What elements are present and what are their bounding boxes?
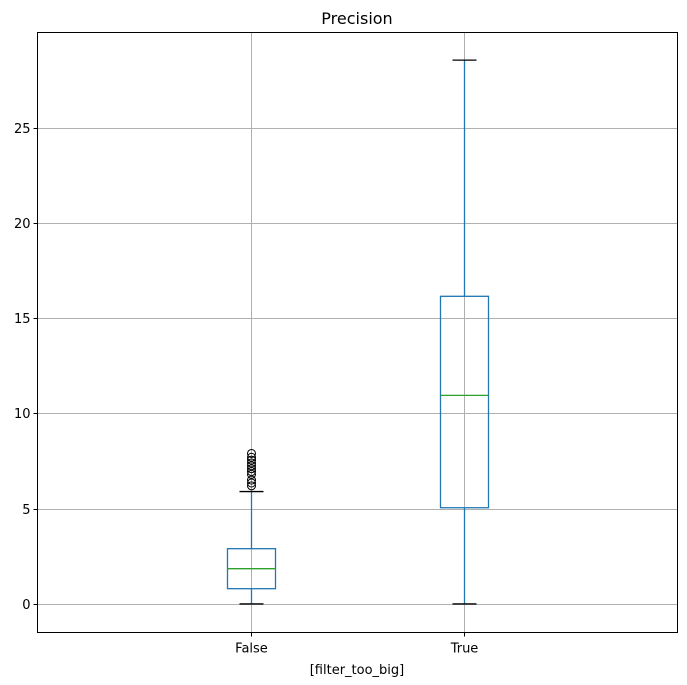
- outlier-point: [247, 469, 256, 479]
- grid-layer: [37, 32, 678, 633]
- y-tick-label: 20: [14, 217, 31, 232]
- outlier-point: [247, 448, 256, 458]
- chart-title: Precision: [321, 9, 392, 28]
- outlier-point: [247, 458, 256, 468]
- outlier-point: [247, 464, 256, 474]
- outlier-point: [247, 455, 256, 465]
- axis-layer: 0 5 10 15 20 25 False True: [14, 122, 478, 657]
- outlier-point: [247, 481, 256, 491]
- y-tick-label: 5: [22, 503, 30, 518]
- y-tick-label: 25: [14, 122, 31, 137]
- outlier-point: [247, 475, 256, 485]
- outlier-point: [247, 452, 256, 462]
- plot-layer: [226, 59, 490, 605]
- box-group-false: [226, 448, 277, 605]
- plot-frame: [37, 32, 678, 633]
- outlier-point: [247, 461, 256, 471]
- iqr-box: [439, 295, 490, 509]
- y-tick-label: 10: [14, 407, 31, 422]
- y-tick-label: 15: [14, 312, 31, 327]
- box-group-true: [439, 59, 490, 605]
- x-tick-label: False: [235, 642, 268, 657]
- x-tick-label: True: [450, 642, 479, 657]
- x-axis-title: [filter_too_big]: [310, 663, 405, 678]
- y-tick-label: 0: [22, 598, 30, 613]
- outlier-point: [247, 467, 256, 477]
- outlier-point: [247, 478, 256, 488]
